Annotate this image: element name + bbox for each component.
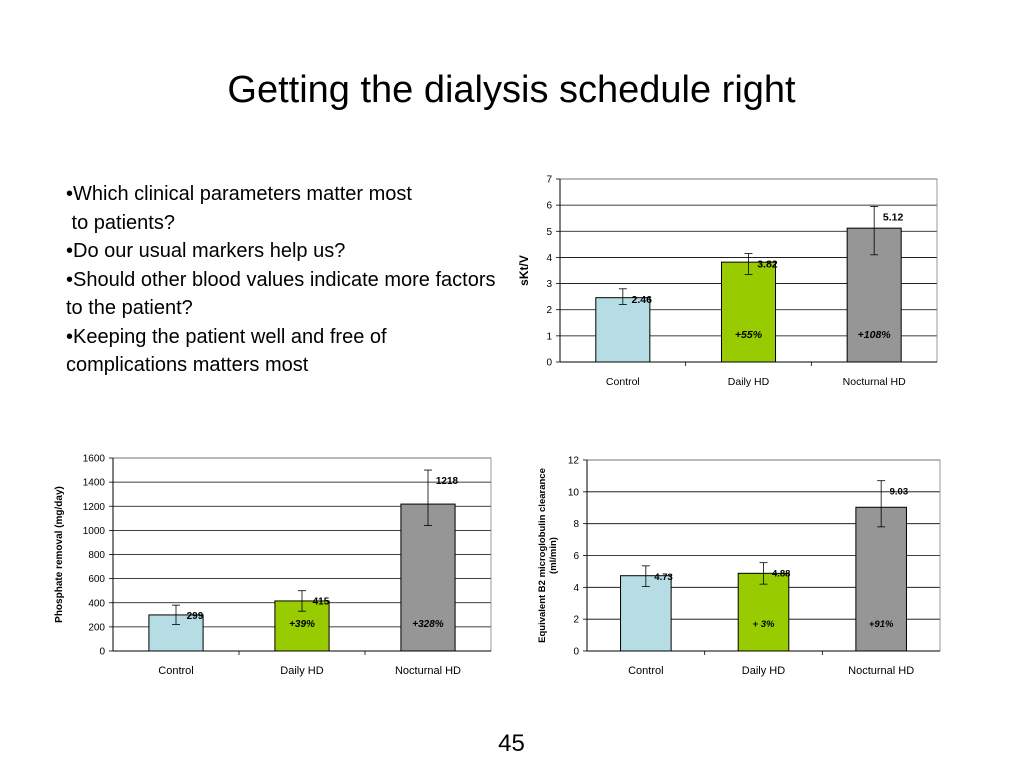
y-axis-title: sKt/V <box>517 255 531 286</box>
change-label: +55% <box>735 329 763 341</box>
b2-clearance-bar-chart: 0 2 4 6 8 10 12 4.73 Control 4.88 + 3% Daily HD 9.03… <box>537 456 941 677</box>
bar <box>620 575 672 652</box>
y-axis-title: Phosphate removal (mg/day) <box>54 486 65 623</box>
value-label: 5.12 <box>883 211 904 223</box>
bar <box>148 614 204 652</box>
y-tick-label: 4 <box>546 253 552 264</box>
category-label: Control <box>606 376 640 388</box>
value-label: 415 <box>313 597 330 608</box>
value-label: 9.03 <box>890 487 909 498</box>
bar <box>595 297 651 363</box>
y-tick-label: 5 <box>546 227 552 238</box>
y-tick-label: 1400 <box>83 478 106 489</box>
y-tick-label: 1600 <box>83 454 106 465</box>
bullet-item: •Which clinical parameters matter most t… <box>66 183 412 234</box>
value-label: 4.88 <box>772 569 791 580</box>
category-label: Nocturnal HD <box>843 376 906 388</box>
value-label: 299 <box>187 611 204 622</box>
bar <box>400 503 456 652</box>
y-tick-label: 800 <box>88 550 105 561</box>
slide-title: Getting the dialysis schedule right <box>227 69 796 111</box>
bullet-item: •Keeping the patient well and free of co… <box>66 325 387 377</box>
change-label: +328% <box>412 619 444 630</box>
y-tick-label: 8 <box>573 519 579 530</box>
y-tick-label: 0 <box>573 647 579 658</box>
y-tick-label: 6 <box>546 201 552 212</box>
y-tick-label: 12 <box>568 456 580 467</box>
y-tick-label: 600 <box>88 574 105 585</box>
y-tick-label: 4 <box>573 583 579 594</box>
y-tick-label: 400 <box>88 598 105 609</box>
page-number: 45 <box>498 730 525 757</box>
category-label: Daily HD <box>280 665 323 677</box>
category-label: Nocturnal HD <box>395 665 461 677</box>
category-label: Nocturnal HD <box>848 665 914 677</box>
bullet-item: •Do our usual markers help us? <box>66 240 346 262</box>
bar <box>737 572 790 652</box>
change-label: +91% <box>869 619 894 630</box>
y-tick-label: 2 <box>546 305 552 316</box>
phosphate-bar-chart: 0 200 400 600 800 1000 1200 1400 1600 299 Control 4… <box>54 454 492 677</box>
y-tick-label: 0 <box>546 358 552 369</box>
value-label: 2.46 <box>632 294 653 306</box>
value-label: 3.82 <box>757 259 778 271</box>
y-tick-label: 6 <box>573 551 579 562</box>
y-tick-label: 3 <box>546 279 552 290</box>
category-label: Control <box>628 665 663 677</box>
category-label: Daily HD <box>728 376 770 388</box>
y-tick-label: 200 <box>88 622 105 633</box>
y-tick-label: 10 <box>568 487 580 498</box>
y-tick-label: 1000 <box>83 526 106 537</box>
y-axis-title: (ml/min) <box>548 537 559 574</box>
category-label: Control <box>158 665 193 677</box>
y-axis-title: Equivalent B2 microglobulin clearance <box>537 468 548 643</box>
change-label: +39% <box>289 619 315 630</box>
bar <box>720 261 777 363</box>
change-label: +108% <box>858 329 892 341</box>
y-tick-label: 1 <box>546 331 552 342</box>
bullet-list: •Which clinical parameters matter most t… <box>66 180 506 380</box>
value-label: 1218 <box>436 476 459 487</box>
category-label: Daily HD <box>742 665 785 677</box>
y-tick-label: 0 <box>99 647 105 658</box>
y-tick-label: 7 <box>546 175 552 186</box>
bar <box>855 506 907 652</box>
change-label: + 3% <box>753 619 775 630</box>
bullet-item: •Should other blood values indicate more… <box>66 268 496 320</box>
y-tick-label: 2 <box>573 615 579 626</box>
y-tick-label: 1200 <box>83 502 106 513</box>
sktv-bar-chart: 0 1 2 3 4 5 6 7 2.46 Control 3.82 +55% Daily HD 5.12 +… <box>517 175 938 388</box>
value-label: 4.73 <box>654 572 673 583</box>
